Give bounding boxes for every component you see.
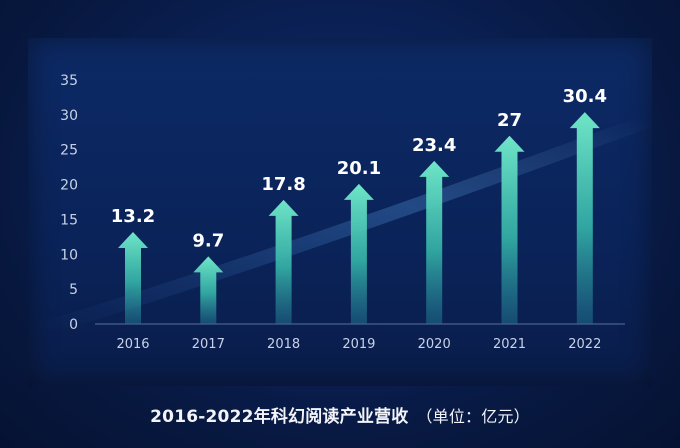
x-tick-label: 2020 — [418, 337, 451, 352]
data-label: 20.1 — [337, 158, 381, 179]
data-label: 17.8 — [261, 174, 305, 195]
y-tick-label: 0 — [69, 317, 78, 333]
bar-2018 — [268, 199, 299, 324]
bar-2017 — [193, 256, 224, 324]
x-tick-label: 2021 — [493, 337, 526, 352]
data-label: 27 — [497, 110, 522, 131]
bar-2019 — [343, 183, 374, 324]
bar-2021 — [494, 135, 525, 324]
y-tick-label: 15 — [60, 212, 78, 228]
x-tick-label: 2019 — [342, 337, 375, 352]
x-tick-label: 2018 — [267, 337, 300, 352]
bar-2022 — [569, 112, 600, 324]
unit-note: （单位：亿元） — [416, 407, 530, 426]
y-tick-label: 35 — [60, 73, 78, 89]
data-label: 23.4 — [412, 135, 456, 156]
data-label: 13.2 — [111, 206, 155, 227]
y-tick-label: 25 — [60, 143, 78, 159]
chart-title: 2016-2022年科幻阅读产业营收 — [150, 407, 409, 427]
bar-2016 — [118, 231, 148, 324]
data-label: 30.4 — [563, 86, 607, 107]
data-label: 9.7 — [192, 230, 224, 251]
x-tick-label: 2016 — [116, 337, 149, 352]
x-tick-label: 2022 — [568, 337, 601, 352]
y-tick-label: 30 — [60, 108, 78, 124]
y-tick-label: 20 — [60, 178, 78, 194]
x-tick-label: 2017 — [192, 337, 225, 352]
y-tick-label: 5 — [69, 282, 78, 298]
chart-caption: 2016-2022年科幻阅读产业营收 （单位：亿元） — [0, 402, 680, 427]
chart-panel — [28, 38, 652, 386]
y-tick-label: 10 — [60, 247, 78, 263]
bar-2020 — [419, 160, 450, 324]
